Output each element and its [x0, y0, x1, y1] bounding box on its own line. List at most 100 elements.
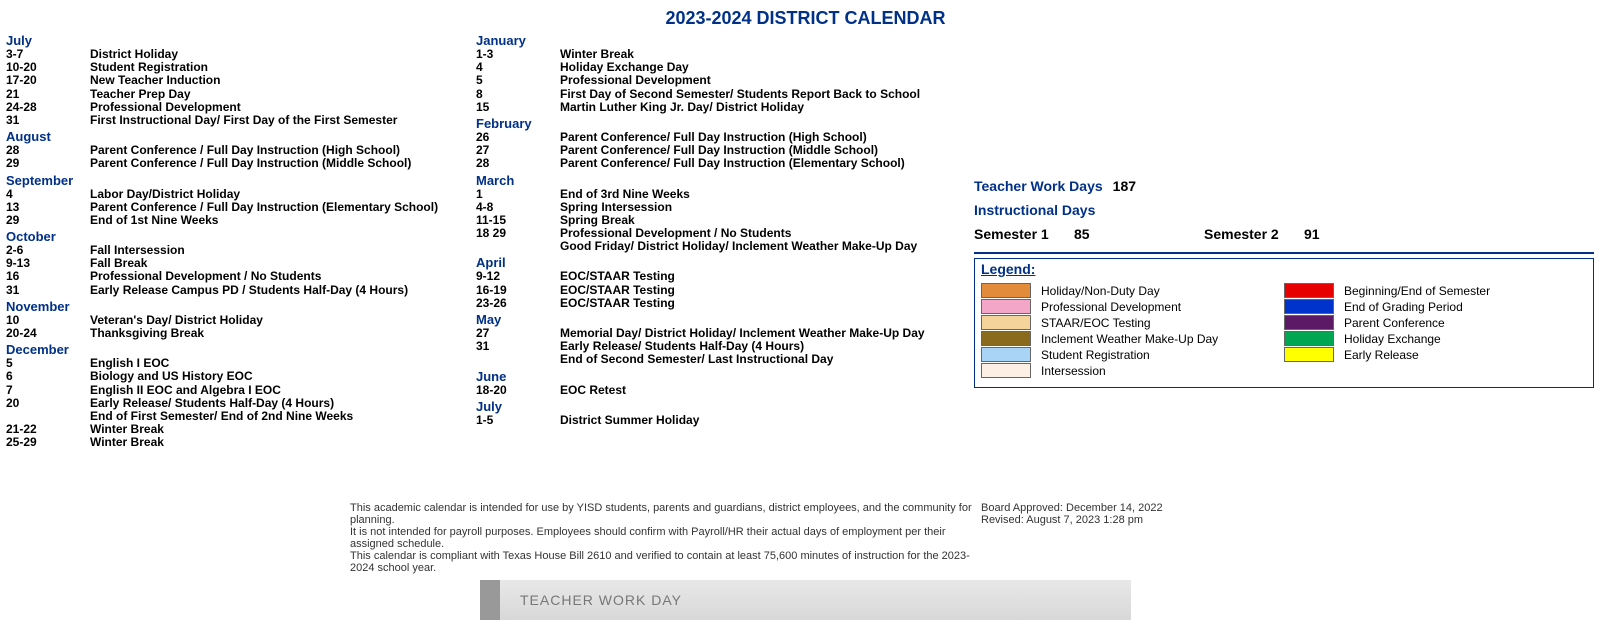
footer-right: Board Approved: December 14, 2022 Revise…: [981, 502, 1261, 574]
month-name: November: [4, 299, 474, 314]
month-name: July: [4, 33, 474, 48]
legend-label: Early Release: [1344, 348, 1419, 362]
legend-item: Student Registration: [981, 347, 1284, 362]
event-row: 3-7District Holiday: [4, 48, 474, 61]
month-name: October: [4, 229, 474, 244]
event-desc: Parent Conference / Full Day Instruction…: [90, 201, 474, 214]
event-row: 17-20New Teacher Induction: [4, 74, 474, 87]
month-name: September: [4, 173, 474, 188]
legend-swatch: [981, 299, 1031, 314]
event-desc: Professional Development: [560, 74, 974, 87]
month-name: December: [4, 342, 474, 357]
column-left: July3-7District Holiday10-20Student Regi…: [4, 33, 474, 452]
event-desc: English II EOC and Algebra I EOC: [90, 384, 474, 397]
event-desc: End of 1st Nine Weeks: [90, 214, 474, 227]
footer-left: This academic calendar is intended for u…: [350, 502, 981, 574]
s2-val: 91: [1304, 226, 1434, 242]
event-date: 4: [4, 188, 90, 201]
event-desc: Parent Conference/ Full Day Instruction …: [560, 157, 974, 170]
event-row: 29Parent Conference / Full Day Instructi…: [4, 157, 474, 170]
legend-swatch: [981, 363, 1031, 378]
legend-item: Beginning/End of Semester: [1284, 283, 1587, 298]
event-date: 1: [474, 188, 560, 201]
event-row: 7English II EOC and Algebra I EOC: [4, 384, 474, 397]
event-date: 1-3: [474, 48, 560, 61]
footer-line2: It is not intended for payroll purposes.…: [350, 526, 981, 550]
event-desc: Professional Development / No Students: [90, 270, 474, 283]
calendar-content: July3-7District Holiday10-20Student Regi…: [0, 33, 1611, 452]
event-desc: End of Second Semester/ Last Instruction…: [560, 353, 974, 366]
event-row: 28Parent Conference/ Full Day Instructio…: [474, 157, 974, 170]
footer-approved: Board Approved: December 14, 2022: [981, 502, 1261, 514]
event-date: 7: [4, 384, 90, 397]
month-name: June: [474, 369, 974, 384]
event-desc: Early Release/ Students Half-Day (4 Hour…: [90, 397, 474, 410]
event-date: 24-28: [4, 101, 90, 114]
event-row: 1End of 3rd Nine Weeks: [474, 188, 974, 201]
legend-item: End of Grading Period: [1284, 299, 1587, 314]
event-row: 16Professional Development / No Students: [4, 270, 474, 283]
month-name: January: [474, 33, 974, 48]
s1-val: 85: [1074, 226, 1204, 242]
event-row: 24-28Professional Development: [4, 101, 474, 114]
event-date: 13: [4, 201, 90, 214]
event-desc: Martin Luther King Jr. Day/ District Hol…: [560, 101, 974, 114]
event-desc: District Summer Holiday: [560, 414, 974, 427]
event-row: 31First Instructional Day/ First Day of …: [4, 114, 474, 127]
month-block: November10Veteran's Day/ District Holida…: [4, 299, 474, 340]
event-row: 1-5District Summer Holiday: [474, 414, 974, 427]
event-date: 6: [4, 370, 90, 383]
event-row: 20Early Release/ Students Half-Day (4 Ho…: [4, 397, 474, 410]
event-date: 28: [474, 157, 560, 170]
footer-revised: Revised: August 7, 2023 1:28 pm: [981, 514, 1261, 526]
legend-item: Holiday/Non-Duty Day: [981, 283, 1284, 298]
event-desc: End of 3rd Nine Weeks: [560, 188, 974, 201]
event-date: 18-20: [474, 384, 560, 397]
legend-swatch: [1284, 283, 1334, 298]
event-date: 29: [4, 157, 90, 170]
legend-item: Inclement Weather Make-Up Day: [981, 331, 1284, 346]
footer: This academic calendar is intended for u…: [0, 452, 1611, 580]
event-date: [474, 353, 560, 366]
banner: TEACHER WORK DAY: [480, 580, 1131, 620]
event-desc: Good Friday/ District Holiday/ Inclement…: [560, 240, 974, 253]
event-date: 16-19: [474, 284, 560, 297]
legend-swatch: [1284, 299, 1334, 314]
event-desc: EOC/STAAR Testing: [560, 284, 974, 297]
event-row: 16-19EOC/STAAR Testing: [474, 284, 974, 297]
event-row: 5Professional Development: [474, 74, 974, 87]
event-date: 31: [474, 340, 560, 353]
legend-swatch: [981, 315, 1031, 330]
legend-swatch: [1284, 347, 1334, 362]
event-row: 23-26EOC/STAAR Testing: [474, 297, 974, 310]
month-name: April: [474, 255, 974, 270]
month-block: May27Memorial Day/ District Holiday/ Inc…: [474, 312, 974, 367]
twd-label: Teacher Work Days: [974, 178, 1103, 194]
event-row: 2-6Fall Intersession: [4, 244, 474, 257]
event-date: 4-8: [474, 201, 560, 214]
event-desc: EOC/STAAR Testing: [560, 270, 974, 283]
event-row: End of First Semester/ End of 2nd Nine W…: [4, 410, 474, 423]
semester-row: Semester 1 85 Semester 2 91: [974, 226, 1594, 242]
month-block: February26Parent Conference/ Full Day In…: [474, 116, 974, 171]
event-desc: Spring Intersession: [560, 201, 974, 214]
event-date: 31: [4, 284, 90, 297]
month-block: April9-12EOC/STAAR Testing16-19EOC/STAAR…: [474, 255, 974, 310]
instructional-days-row: Instructional Days: [974, 202, 1594, 218]
column-center: January1-3Winter Break4Holiday Exchange …: [474, 33, 974, 452]
event-desc: Biology and US History EOC: [90, 370, 474, 383]
event-date: 20: [4, 397, 90, 410]
legend-item: Professional Development: [981, 299, 1284, 314]
event-row: 13Parent Conference / Full Day Instructi…: [4, 201, 474, 214]
event-date: 17-20: [4, 74, 90, 87]
banner-text: TEACHER WORK DAY: [520, 592, 682, 608]
month-name: August: [4, 129, 474, 144]
legend-label: End of Grading Period: [1344, 300, 1463, 314]
event-row: 10Veteran's Day/ District Holiday: [4, 314, 474, 327]
event-row: 4Labor Day/District Holiday: [4, 188, 474, 201]
event-date: 21: [4, 88, 90, 101]
legend-label: STAAR/EOC Testing: [1041, 316, 1151, 330]
month-name: March: [474, 173, 974, 188]
event-row: End of Second Semester/ Last Instruction…: [474, 353, 974, 366]
event-row: 31Early Release Campus PD / Students Hal…: [4, 284, 474, 297]
